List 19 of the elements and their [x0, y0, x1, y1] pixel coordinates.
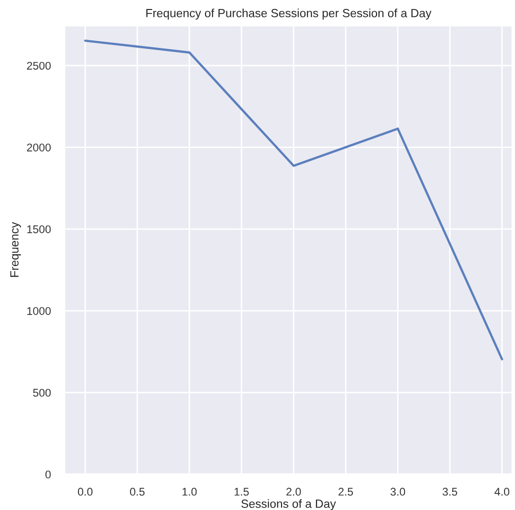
y-tick-label: 1000: [27, 307, 51, 315]
x-tick-label: 2.5: [338, 488, 353, 496]
x-tick-label: 2.0: [286, 488, 301, 496]
y-tick-label: 1500: [27, 225, 51, 234]
x-tick-label: 0.0: [78, 488, 93, 496]
x-tick-label: 4.0: [494, 488, 510, 496]
chart-title: Frequency of Purchase Sessions per Session of a Day: [146, 8, 432, 20]
x-tick-label: 3.5: [442, 488, 458, 496]
x-tick-label: 3.0: [390, 488, 406, 496]
x-tick-label: 1.5: [234, 488, 249, 496]
x-tick-label: 1.0: [182, 488, 197, 496]
x-tick-label: 0.5: [130, 488, 145, 496]
y-axis-title: Frequency: [10, 222, 21, 277]
x-axis-title: Sessions of a Day: [241, 499, 336, 510]
y-tick-label: 500: [33, 388, 51, 397]
y-tick-label: 2500: [27, 62, 51, 70]
y-tick-label: 2000: [27, 144, 51, 152]
line-series: [84, 40, 504, 360]
y-tick-label: 0: [45, 470, 51, 478]
